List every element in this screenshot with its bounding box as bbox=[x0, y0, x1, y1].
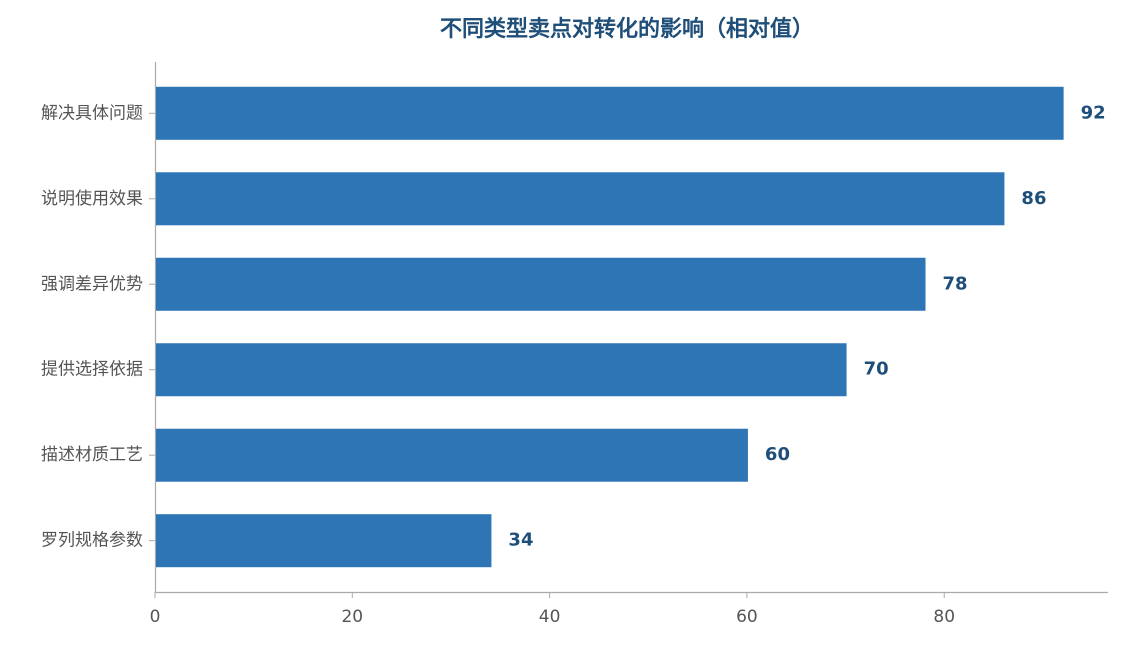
chart-title: 不同类型卖点对转化的影响（相对值） bbox=[440, 16, 814, 42]
bar bbox=[156, 172, 1005, 226]
x-tick-label: 0 bbox=[150, 607, 161, 627]
y-tick-label: 说明使用效果 bbox=[41, 188, 143, 209]
x-tick-label: 60 bbox=[736, 607, 758, 627]
bar bbox=[156, 343, 847, 397]
x-tick-label: 80 bbox=[933, 607, 955, 627]
y-tick-label: 强调差异优势 bbox=[41, 274, 143, 294]
y-tick-label: 提供选择依据 bbox=[41, 360, 143, 380]
bar bbox=[156, 428, 748, 482]
y-tick-label: 罗列规格参数 bbox=[41, 531, 143, 551]
value-label: 78 bbox=[943, 273, 968, 294]
value-label: 86 bbox=[1021, 188, 1046, 209]
y-tick-label: 描述材质工艺 bbox=[41, 445, 143, 465]
value-label: 60 bbox=[765, 444, 790, 465]
bar bbox=[156, 86, 1064, 140]
x-tick-label: 20 bbox=[341, 607, 363, 627]
value-label: 92 bbox=[1081, 102, 1106, 123]
value-label: 70 bbox=[864, 359, 889, 380]
y-tick-label: 解决具体问题 bbox=[41, 103, 143, 123]
x-tick-label: 40 bbox=[539, 607, 561, 627]
value-label: 34 bbox=[508, 530, 533, 551]
bar bbox=[156, 257, 926, 311]
bar bbox=[156, 514, 492, 568]
